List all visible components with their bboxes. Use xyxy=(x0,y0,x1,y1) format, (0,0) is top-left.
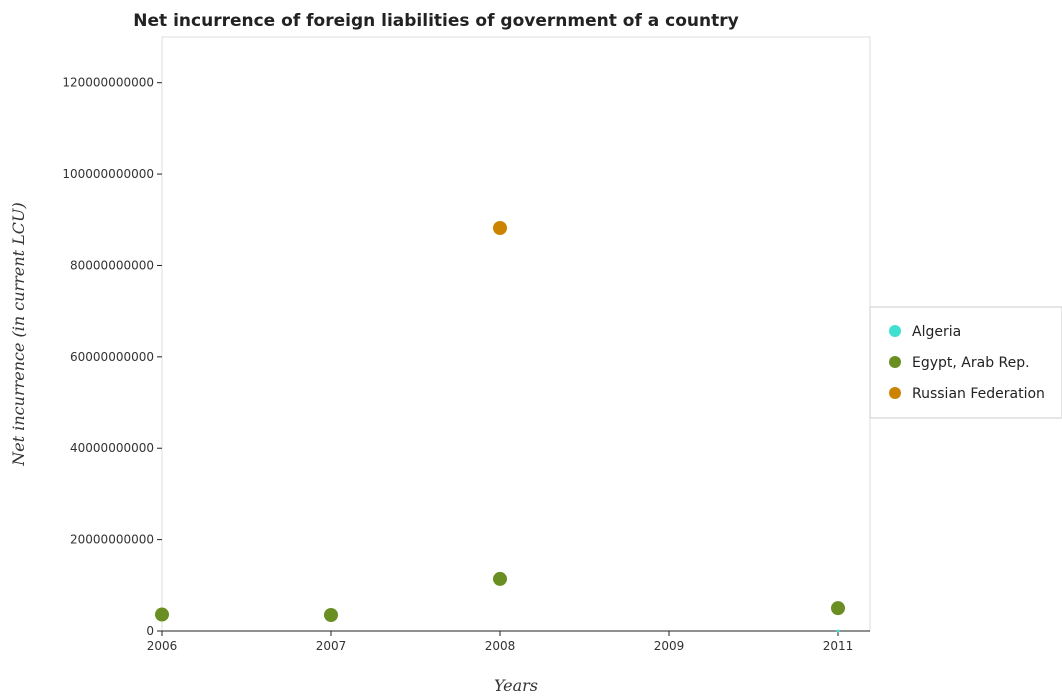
y-tick-label: 120000000000 xyxy=(62,76,154,90)
y-tick-label: 20000000000 xyxy=(70,533,154,547)
data-point xyxy=(324,608,338,623)
legend-marker xyxy=(889,325,901,337)
plot-area xyxy=(161,36,871,632)
data-point xyxy=(836,629,840,633)
x-axis: 2006 2007 2008 2009 2011 xyxy=(147,631,854,653)
legend-marker xyxy=(889,356,901,368)
legend-label: Russian Federation xyxy=(912,386,1045,402)
legend-label: Algeria xyxy=(912,324,961,340)
x-tick-label: 2006 xyxy=(147,639,178,653)
y-tick-label: 40000000000 xyxy=(70,441,154,455)
y-axis: 0 20000000000 40000000000 60000000000 800000… xyxy=(62,76,162,638)
data-point xyxy=(493,220,507,235)
legend-box xyxy=(869,306,1062,419)
chart-title: Net incurrence of foreign liabilities of… xyxy=(133,11,738,31)
x-tick-label: 2011 xyxy=(823,639,854,653)
y-tick-label: 80000000000 xyxy=(70,258,154,272)
data-point xyxy=(831,601,845,616)
x-tick-label: 2009 xyxy=(654,639,685,653)
y-tick-label: 60000000000 xyxy=(70,350,154,364)
legend-label: Egypt, Arab Rep. xyxy=(912,355,1030,371)
x-axis-title: Years xyxy=(494,676,538,695)
x-tick-label: 2008 xyxy=(485,639,516,653)
legend-marker xyxy=(889,387,901,399)
data-point xyxy=(493,571,507,586)
y-axis-title: Net incurrence (in current LCU) xyxy=(9,202,28,466)
y-tick-label: 0 xyxy=(146,624,154,638)
data-point xyxy=(155,607,169,622)
x-tick-label: 2007 xyxy=(316,639,347,653)
legend: Algeria Egypt, Arab Rep. Russian Federatio… xyxy=(869,306,1062,419)
data-points xyxy=(155,220,845,633)
y-tick-label: 100000000000 xyxy=(62,167,154,181)
